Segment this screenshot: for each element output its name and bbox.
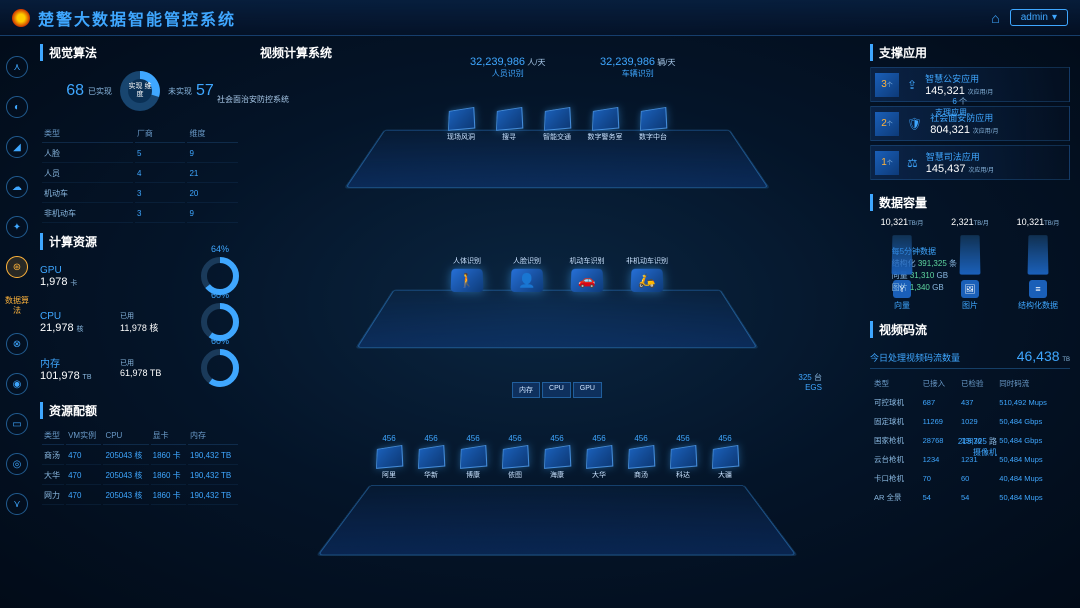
apps-section: 支撑应用 3个⇪智慧公安应用145,321 次应用/月2个🛡社会面安防应用804… [870, 44, 1070, 184]
table-row: 非机动车39 [42, 205, 238, 223]
chip[interactable]: 内存 [512, 382, 540, 398]
layer3-node[interactable]: 456华新 [414, 446, 448, 480]
layer2-node[interactable]: 人脸识别👤 [508, 254, 546, 292]
metric-vehicle: 32,239,986 辆/天 车辆识别 [600, 56, 676, 79]
side-nav: ⋏ ◐ ◢ ☁ ✦ ⊛ 数据算法 ⊗ ◉ ▭ ◎ ⋎ [0, 36, 34, 608]
table-row: AR 全景545450,484 Mups [872, 489, 1068, 506]
layer3-node[interactable]: 456博康 [456, 446, 490, 480]
table-row: 人员421 [42, 165, 238, 183]
nav-active-label: 数据算法 [2, 296, 32, 315]
layer1-node[interactable]: 现场风洞 [444, 108, 478, 142]
nav-up-icon[interactable]: ⋏ [6, 56, 28, 78]
nav-item-7[interactable]: ◉ [6, 373, 28, 395]
vision-right-val: 57 [196, 82, 214, 100]
chip[interactable]: CPU [542, 382, 571, 398]
nav-item-2[interactable]: ◢ [6, 136, 28, 158]
nav-item-9[interactable]: ◎ [6, 453, 28, 475]
layer2-node[interactable]: 机动车识别🚗 [568, 254, 606, 292]
layer1-node[interactable]: 智能交通 [540, 108, 574, 142]
home-icon[interactable]: ⌂ [991, 10, 999, 26]
vision-pie: 实现 维度 [116, 67, 164, 115]
vision-section: 视觉算法 68 已实现 实现 维度 未实现 57 类型厂商维度人脸59人员421… [40, 44, 240, 225]
metric-person: 32,239,986 人/天 人员识别 [470, 56, 546, 79]
compute-section: 计算资源 GPU1,978 卡64%CPU21,978 核已用11,978 核6… [40, 233, 240, 394]
table-row: 卡口枪机706040,484 Mups [872, 470, 1068, 487]
app-title: 楚警大数据智能管控系统 [38, 6, 991, 30]
layer3-node[interactable]: 456海康 [540, 446, 574, 480]
layer1-node[interactable]: 数字中台 [636, 108, 670, 142]
table-row: 固定球机11269102950,484 Gbps [872, 413, 1068, 430]
app-card[interactable]: 3个⇪智慧公安应用145,321 次应用/月 [870, 67, 1070, 102]
layer3-node[interactable]: 456大华 [582, 446, 616, 480]
layer3-node[interactable]: 456商汤 [624, 446, 658, 480]
app-card[interactable]: 2个🛡社会面安防应用804,321 次应用/月 [870, 106, 1070, 141]
compute-row: 内存101,978 TB已用61,978 TB60% [40, 348, 240, 388]
logo-icon [12, 9, 30, 27]
stream-section: 视频码流 今日处理视频码流数量 46,438 TB 类型已接入已检验同时码流可控… [870, 321, 1070, 508]
table-row: 网力470205043 核1860 卡190,432 TB [42, 487, 238, 505]
table-row: 商汤470205043 核1860 卡190,432 TB [42, 447, 238, 465]
layer1-node[interactable]: 数字警务室 [588, 108, 622, 142]
nav-item-3[interactable]: ☁ [6, 176, 28, 198]
chip-row: 内存CPUGPU [512, 382, 602, 398]
layer3-node[interactable]: 456依图 [498, 446, 532, 480]
layer3-node[interactable]: 456大疆 [708, 446, 742, 480]
alloc-section: 资源配额 类型VM实例CPU显卡内存商汤470205043 核1860 卡190… [40, 402, 240, 507]
nav-down-icon[interactable]: ⋎ [6, 493, 28, 515]
table-row: 大华470205043 核1860 卡190,432 TB [42, 467, 238, 485]
vision-left-val: 68 [66, 82, 84, 100]
data-col: 10,321TB/月≡结构化数据 [1006, 217, 1070, 311]
layer3-node[interactable]: 456科达 [666, 446, 700, 480]
nav-item-active[interactable]: ⊛ [6, 256, 28, 278]
layer3-node[interactable]: 456阿里 [372, 446, 406, 480]
nav-item-6[interactable]: ⊗ [6, 333, 28, 355]
nav-item-4[interactable]: ✦ [6, 216, 28, 238]
layer1-node[interactable]: 搜寻 [492, 108, 526, 142]
user-menu[interactable]: admin▾ [1010, 9, 1068, 26]
vision-table: 类型厂商维度人脸59人员421机动车320非机动车39 [40, 123, 240, 225]
table-row: 人脸59 [42, 145, 238, 163]
layer2-node[interactable]: 人体识别🚶 [448, 254, 486, 292]
table-row: 机动车320 [42, 185, 238, 203]
app-card[interactable]: 1个⚖智慧司法应用145,437 次应用/月 [870, 145, 1070, 180]
alloc-table: 类型VM实例CPU显卡内存商汤470205043 核1860 卡190,432 … [40, 425, 240, 507]
nav-item-1[interactable]: ◐ [6, 96, 28, 118]
table-row: 可控球机687437510,492 Mups [872, 394, 1068, 411]
center-stage: 视频计算系统 32,239,986 人/天 人员识别 32,239,986 辆/… [250, 36, 864, 608]
header: 楚警大数据智能管控系统 ⌂ admin▾ [0, 0, 1080, 36]
layer2-node[interactable]: 非机动车识别🛵 [628, 254, 666, 292]
nav-item-8[interactable]: ▭ [6, 413, 28, 435]
chip[interactable]: GPU [573, 382, 602, 398]
vision-title: 视觉算法 [40, 44, 240, 61]
